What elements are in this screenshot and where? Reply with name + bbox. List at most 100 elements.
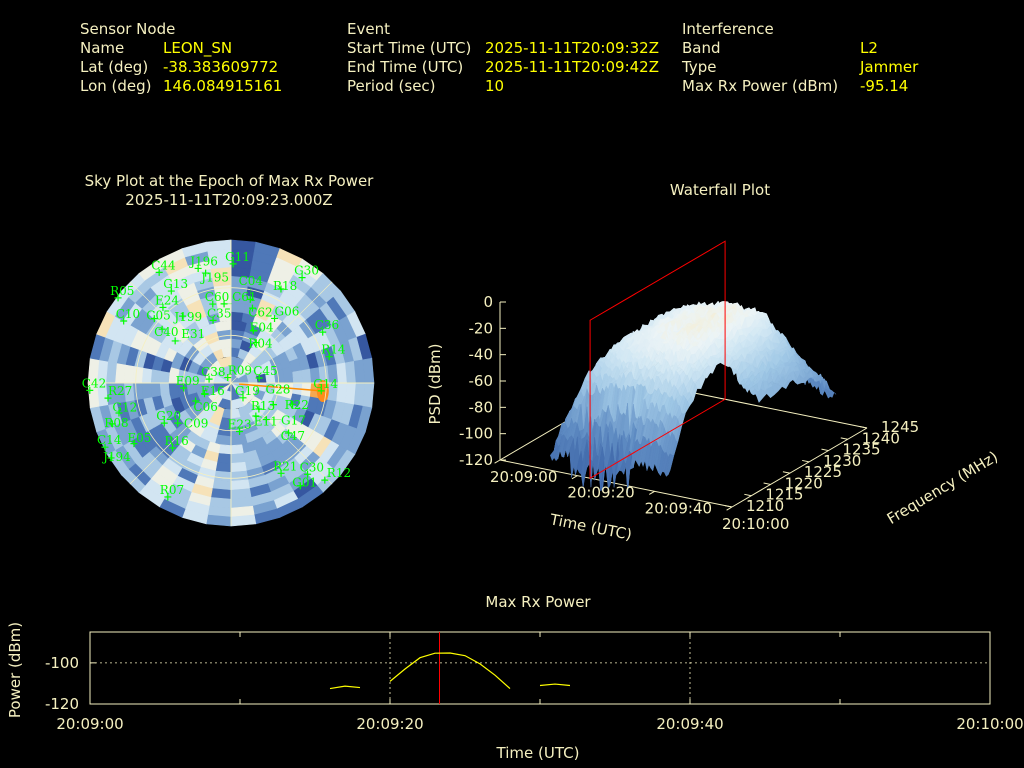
satellite-label: C38 [201,365,225,379]
time-tick [571,475,578,480]
psd-tick-label: -60 [469,372,494,390]
sensor-name-label: Name [80,39,124,57]
power-trace [329,685,361,690]
satellite-marker-icon [120,317,128,325]
satellite-marker-icon [321,476,329,484]
satellite-marker-icon [224,374,232,382]
time-tick-label: 20:09:20 [567,484,634,502]
surface-cell [667,454,675,475]
sensor-node-info: Sensor Node Name LEON_SN Lat (deg) -38.3… [80,20,282,95]
satellite-label: G14 [313,377,338,391]
marker-plane [589,240,726,480]
satellite-marker-icon [150,315,158,323]
type-value: Jammer [859,58,919,76]
satellite-marker-icon [178,312,186,320]
satellite-label: C14 [97,433,122,447]
satellite-label: J195 [199,271,229,285]
sensor-lon-label: Lon (deg) [80,77,152,95]
satellite-marker-icon [255,374,263,382]
x-tick-label: 20:10:00 [956,715,1023,733]
satellite-marker-icon [159,303,167,311]
power-trace [389,652,511,690]
satellite-label: C44 [151,258,176,272]
sky-cell [362,382,375,409]
satellite-marker-icon [158,325,166,333]
satellite-marker-icon [229,260,237,268]
frequency-tick-label: 1215 [765,486,803,504]
frequency-tick-label: 1225 [804,463,842,481]
satellite-label: R14 [321,343,346,357]
satellite-marker-icon [202,269,210,277]
satellite-label: C30 [300,460,324,474]
time-tick [494,459,501,464]
satellite-marker-icon [277,285,285,293]
sky-cell [292,370,303,384]
satellite-marker-icon [325,353,333,361]
satellite-marker-icon [285,429,293,437]
satellite-marker-icon [200,390,208,398]
sky-cell [141,367,153,384]
satellite-label: R21 [273,459,297,473]
satellite-label: E11 [254,415,278,429]
satellite-marker-icon [171,337,179,345]
satellite-label: C45 [253,364,277,378]
satellite-marker-icon [101,443,109,451]
satellite-label: G19 [235,384,260,398]
satellite-label: C40 [154,325,178,339]
satellite-marker-icon [277,469,285,477]
azimuth-spoke [230,281,333,384]
sky-cell [230,444,244,455]
satellite-label: C05 [146,309,170,323]
event-period-value: 10 [485,77,504,95]
psd-tick-label: -40 [469,346,494,364]
event-start-value: 2025-11-11T20:09:32Z [485,39,659,57]
satellite-marker-icon [298,274,306,282]
time-axis-label: Time (UTC) [548,510,634,544]
satellite-label: G28 [266,383,291,397]
power-trace [539,683,571,687]
satellite-label: R16 [165,434,189,448]
frequency-tick [840,437,848,440]
satellite-marker-icon [317,387,325,395]
satellite-label: R13 [251,399,275,413]
sky-cell [159,382,170,396]
satellite-label: R08 [104,416,128,430]
x-tick-label: 20:09:20 [356,715,423,733]
satellite-label: J196 [188,254,218,268]
satellite-label: R09 [228,364,252,378]
satellite-label: C09 [184,417,208,431]
satellite-marker-icon [114,294,122,302]
event-end-label: End Time (UTC) [347,58,463,76]
satellite-label: E23 [228,418,252,432]
time-tick-label: 20:09:00 [490,468,557,486]
psd-tick-label: -120 [459,451,493,469]
satellite-marker-icon [209,316,217,324]
satellite-label: R07 [160,483,184,497]
event-period-label: Period (sec) [347,77,436,95]
sensor-lat-label: Lat (deg) [80,58,148,76]
satellite-label: R12 [327,466,351,480]
satellite-marker-icon [155,268,163,276]
satellite-marker-icon [169,444,177,452]
satellite-label: C36 [315,318,339,332]
satellite-label: J199 [172,310,202,324]
sky-cell [301,368,312,384]
satellite-marker-icon [255,405,263,413]
satellite-marker-icon [104,394,112,402]
satellite-marker-icon [174,419,182,427]
max-rx-power-label: Max Rx Power (dBm) [682,77,838,95]
sky-cell [230,302,246,313]
satellite-marker-icon [246,295,254,303]
event-title: Event [347,20,390,38]
max-rx-power-value: -95.14 [860,77,908,95]
satellite-marker-icon [271,314,279,322]
satellite-label: E16 [201,384,225,398]
event-start-label: Start Time (UTC) [347,39,471,57]
sensor-title: Sensor Node [80,20,175,38]
satellite-label: C62 [248,306,272,320]
frequency-tick-label: 1220 [785,474,823,492]
plot-frame [89,631,991,705]
sky-cell [230,461,247,473]
satellite-marker-icon [239,394,247,402]
